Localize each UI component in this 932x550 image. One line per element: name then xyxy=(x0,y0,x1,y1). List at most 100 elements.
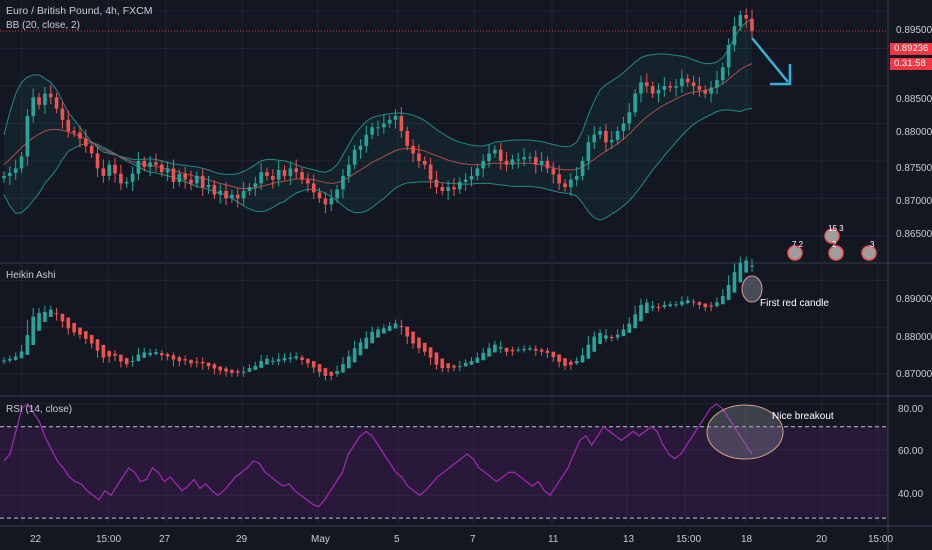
ha-candle-body xyxy=(282,358,287,361)
ha-candle-body xyxy=(89,334,94,344)
ha-candle-body xyxy=(551,351,556,358)
ha-candle-body xyxy=(493,344,497,353)
rsi-line xyxy=(3,402,753,508)
ha-candle-body xyxy=(335,371,339,374)
first-red-candle-annotation: First red candle xyxy=(760,298,829,309)
ha-candle-body xyxy=(557,354,561,362)
candle-body xyxy=(446,187,450,191)
candle-body xyxy=(19,156,24,169)
candle-body xyxy=(557,174,561,184)
candle-body xyxy=(387,119,392,124)
x-tick: 22 xyxy=(30,534,42,545)
ha-candle-body xyxy=(720,296,725,305)
candle-body xyxy=(130,173,135,182)
event-marker[interactable]: 7 2 xyxy=(792,240,804,249)
ha-candle-body xyxy=(434,352,439,365)
ha-candle-body xyxy=(311,361,316,368)
heikin-ashi-label[interactable]: Heikin Ashi xyxy=(6,270,56,281)
ha-candle-body xyxy=(206,362,211,367)
candle-body xyxy=(405,131,410,146)
y-tick: 0.86500 xyxy=(896,229,932,240)
candle-body xyxy=(265,172,269,176)
ha-candle-body xyxy=(148,352,152,356)
ha-candle-body xyxy=(715,302,719,306)
ha-candle-body xyxy=(458,365,462,367)
event-marker[interactable]: 2 xyxy=(832,240,837,249)
x-tick: 5 xyxy=(394,534,400,545)
candle-body xyxy=(417,153,421,161)
series-layer xyxy=(2,8,754,508)
ha-candle-body xyxy=(142,352,147,358)
candle-body xyxy=(586,142,591,161)
x-tick: 7 xyxy=(470,534,476,545)
event-marker-icon xyxy=(828,245,844,261)
candle-body xyxy=(592,134,597,143)
ha-candle-body xyxy=(680,301,684,305)
ha-candle-body xyxy=(598,333,602,345)
ha-candle-body xyxy=(691,301,696,303)
ha-candle-body xyxy=(101,344,106,358)
candle-body xyxy=(230,194,234,199)
candle-body xyxy=(78,132,82,139)
x-tick: 15:00 xyxy=(96,534,122,545)
candle-body xyxy=(697,86,702,90)
ha-candle-body xyxy=(189,359,193,364)
candle-body xyxy=(37,97,41,105)
bb-lower-line xyxy=(3,108,753,221)
ha-candle-body xyxy=(452,365,456,368)
y-tick: 0.89000 xyxy=(896,294,932,305)
candle-body xyxy=(715,80,719,88)
candle-body xyxy=(493,149,497,154)
candle-body xyxy=(25,116,30,157)
event-marker-icon xyxy=(861,245,877,261)
event-marker[interactable]: 3 xyxy=(870,240,875,249)
y-tick: 0.87000 xyxy=(896,196,932,207)
bb-indicator-label[interactable]: BB (20, close, 2) xyxy=(6,20,80,31)
candle-body xyxy=(604,131,608,143)
candle-body xyxy=(84,138,88,146)
candle-body xyxy=(703,89,708,94)
ha-candle-body xyxy=(487,348,491,357)
rsi-indicator-label[interactable]: RSI (14, close) xyxy=(6,404,73,415)
ha-candle-body xyxy=(329,371,334,376)
ha-candle-body xyxy=(662,304,667,308)
candle-body xyxy=(370,127,374,135)
ha-candle-body xyxy=(224,368,228,372)
ha-candle-body xyxy=(271,361,275,363)
candle-body xyxy=(323,198,328,205)
candle-body xyxy=(276,169,281,180)
ha-candle-body xyxy=(569,361,573,365)
y-tick: 0.87000 xyxy=(896,369,932,380)
candle-body xyxy=(533,157,538,165)
candle-body xyxy=(113,164,117,174)
ha-candle-body xyxy=(177,357,182,362)
bb-basis-line xyxy=(3,63,753,190)
candle-body xyxy=(750,18,754,31)
ha-candle-body xyxy=(241,371,246,373)
candle-body xyxy=(376,127,380,129)
x-tick: May xyxy=(311,534,330,545)
ha-candle-body xyxy=(545,350,550,353)
candle-body xyxy=(580,160,585,176)
ha-candle-body xyxy=(247,368,252,372)
ha-candle-body xyxy=(183,359,187,361)
ha-candle-body xyxy=(165,354,170,357)
candle-body xyxy=(235,194,240,199)
candle-body xyxy=(358,145,363,150)
ha-candle-body xyxy=(399,326,404,328)
ha-candle-body xyxy=(709,305,713,307)
ha-candle-body xyxy=(428,347,433,358)
candle-body xyxy=(107,164,111,176)
ha-candle-body xyxy=(84,331,88,339)
event-marker[interactable]: 15 3 xyxy=(828,224,844,233)
candle-body xyxy=(54,97,59,109)
candle-body xyxy=(364,134,369,146)
ha-candle-body xyxy=(48,309,53,317)
ha-candle-body xyxy=(13,356,18,360)
ha-candle-body xyxy=(580,355,585,363)
candle-body xyxy=(475,168,480,176)
candle-body xyxy=(382,123,386,128)
candle-body xyxy=(159,164,164,173)
candle-body xyxy=(458,181,462,190)
